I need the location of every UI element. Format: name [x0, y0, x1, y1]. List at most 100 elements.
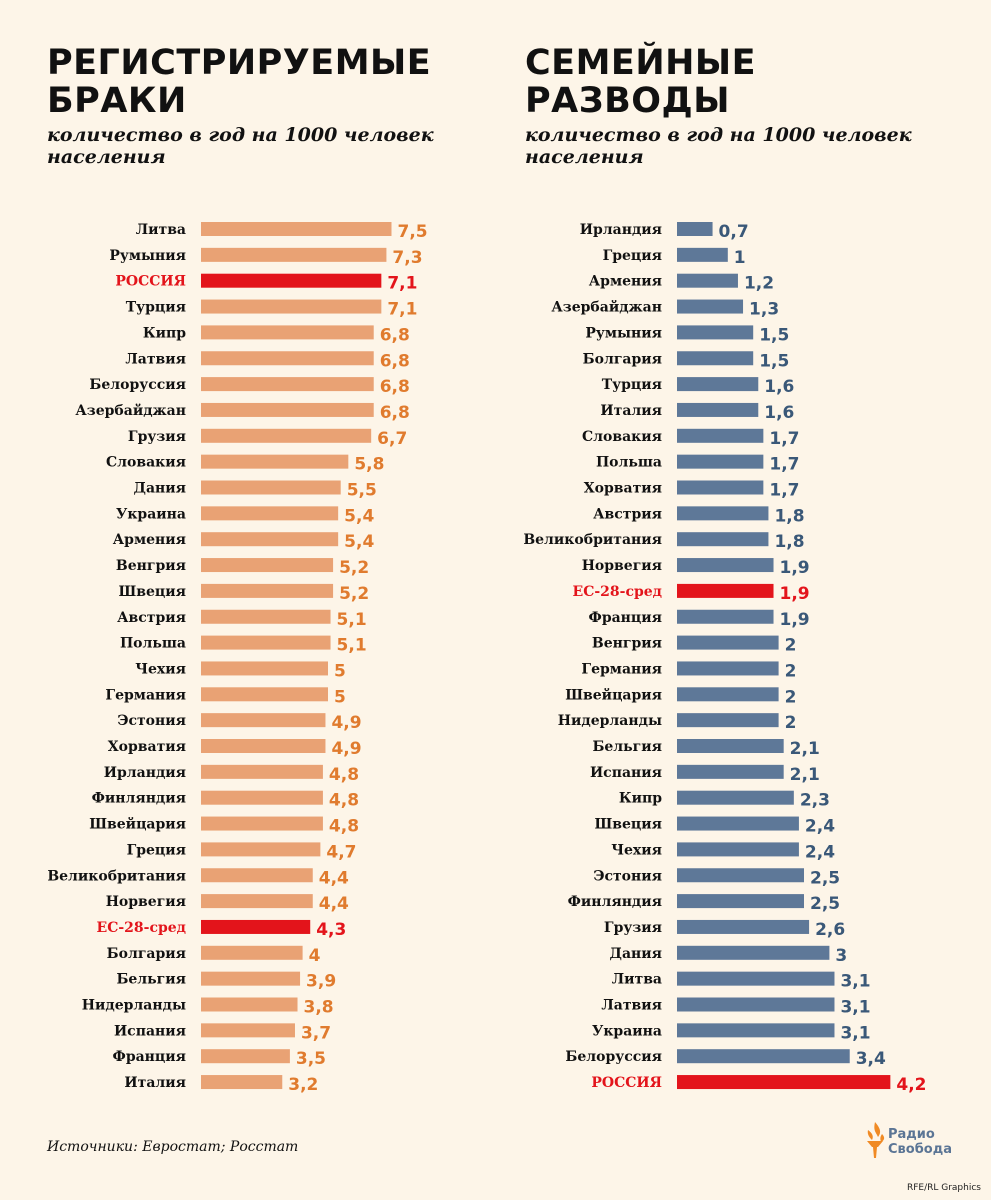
marriage-bar	[201, 687, 328, 702]
marriage-value-label: 7,1	[387, 300, 417, 320]
marriage-bar	[201, 247, 387, 262]
divorce-bar	[677, 816, 799, 831]
divorce-value-label: 3,1	[840, 998, 870, 1018]
marriage-value-label: 4,9	[331, 739, 361, 759]
divorce-bar	[677, 377, 759, 392]
divorce-value-label: 1,7	[769, 429, 799, 449]
divorce-category-label: Швейцария	[565, 686, 662, 703]
divorce-value-label: 0,7	[719, 222, 749, 242]
divorce-category-label: Словакия	[582, 429, 662, 445]
marriage-category-label: Литва	[136, 222, 186, 238]
divorce-bar	[677, 1023, 835, 1038]
divorce-category-label: Франция	[589, 610, 662, 626]
divorce-category-label: Нидерланды	[558, 713, 662, 729]
marriage-category-label: Испания	[114, 1023, 186, 1039]
divorce-value-label: 1,9	[780, 558, 810, 578]
divorce-category-label: Италия	[600, 403, 662, 419]
divorce-category-label: Азербайджан	[551, 299, 662, 316]
divorce-bar	[677, 325, 754, 340]
divorce-bar	[677, 222, 713, 236]
divorce-value-label: 1,5	[759, 325, 789, 345]
marriage-bar	[201, 713, 326, 728]
marriage-value-label: 7,1	[387, 274, 417, 294]
divorce-bar	[677, 609, 774, 624]
divorce-value-label: 3	[835, 946, 847, 966]
marriage-category-label: Чехия	[135, 661, 186, 677]
divorce-bar	[677, 583, 774, 598]
marriage-bar	[201, 454, 349, 469]
divorce-value-label: 1,5	[759, 351, 789, 371]
marriage-value-label: 6,8	[380, 351, 410, 371]
divorce-value-label: 1,6	[764, 377, 794, 397]
marriage-bar	[201, 325, 374, 340]
marriage-value-label: 4,7	[326, 842, 356, 862]
marriage-value-label: 3,5	[296, 1049, 326, 1069]
marriage-category-label: Хорватия	[108, 739, 186, 755]
marriages-subtitle: количество в год на 1000 человек населени…	[47, 124, 434, 168]
divorce-bar	[677, 402, 759, 417]
marriage-category-label: Дания	[134, 481, 187, 497]
divorce-bar	[677, 454, 764, 469]
marriage-bar	[201, 351, 374, 366]
marriage-value-label: 5,4	[344, 506, 374, 526]
divorce-bar	[677, 351, 754, 366]
divorce-bar	[677, 428, 764, 443]
marriage-bar	[201, 532, 339, 547]
divorce-value-label: 2,6	[815, 920, 845, 940]
marriage-bar	[201, 971, 301, 986]
marriage-category-label: Швейцария	[89, 816, 186, 833]
marriage-value-label: 3,2	[288, 1075, 318, 1095]
divorce-category-label: Германия	[581, 661, 662, 677]
marriage-category-label: Ирландия	[104, 765, 186, 781]
marriage-bar	[201, 945, 303, 960]
divorces-title-text: СЕМЕЙНЫЕ РАЗВОДЫ	[525, 43, 757, 121]
marriage-value-label: 6,8	[380, 403, 410, 423]
divorce-bar	[677, 739, 784, 753]
marriage-bar	[201, 842, 321, 857]
divorce-category-label: Грузия	[604, 920, 662, 936]
divorce-value-label: 2	[785, 661, 797, 681]
marriage-value-label: 4,3	[316, 920, 346, 940]
divorce-category-label: Турция	[602, 377, 662, 393]
divorce-category-label: Норвегия	[582, 558, 662, 574]
marriage-bar	[201, 402, 374, 417]
divorce-category-label: Украина	[592, 1023, 662, 1039]
divorce-value-label: 2,1	[790, 765, 820, 785]
marriage-category-label: Румыния	[109, 248, 186, 264]
divorce-value-label: 2	[785, 636, 797, 656]
marriage-category-label: Греция	[127, 842, 186, 858]
marriage-category-label: Норвегия	[106, 894, 186, 910]
marriage-value-label: 6,8	[380, 377, 410, 397]
marriage-value-label: 4,8	[329, 765, 359, 785]
marriage-value-label: 3,7	[301, 1023, 331, 1043]
marriage-bar	[201, 299, 382, 314]
divorce-value-label: 2,5	[810, 894, 840, 914]
marriage-value-label: 6,8	[380, 325, 410, 345]
divorce-category-label: Кипр	[619, 791, 662, 807]
divorce-bar	[677, 894, 804, 909]
marriage-bar	[201, 377, 374, 392]
marriage-value-label: 5,5	[347, 481, 377, 501]
divorce-value-label: 1,7	[769, 481, 799, 501]
logo-line-2: Свобода	[888, 1142, 952, 1157]
divorce-category-label: Великобритания	[523, 532, 662, 548]
marriage-bar	[201, 1023, 295, 1038]
marriage-bar	[201, 609, 331, 624]
marriage-value-label: 4,4	[319, 894, 349, 914]
divorce-category-label: Ирландия	[580, 222, 662, 238]
divorce-value-label: 1,8	[774, 506, 804, 526]
divorce-bar	[677, 480, 764, 495]
divorce-category-label: Латвия	[601, 998, 662, 1014]
divorce-value-label: 1,7	[769, 455, 799, 475]
divorce-bar	[677, 532, 769, 547]
divorce-bar	[677, 764, 784, 779]
marriages-title-text: РЕГИСТРИРУЕМЫЕ БРАКИ	[47, 43, 432, 121]
divorce-category-label: Польша	[596, 455, 662, 471]
divorce-category-label: Белоруссия	[565, 1049, 662, 1065]
divorce-bar	[677, 713, 779, 728]
divorce-value-label: 2,5	[810, 868, 840, 888]
divorce-bar	[677, 506, 769, 521]
source-note: Источники: Евростат; Росстат	[47, 1139, 299, 1155]
marriage-value-label: 4,9	[331, 713, 361, 733]
divorce-value-label: 1,9	[780, 584, 810, 604]
